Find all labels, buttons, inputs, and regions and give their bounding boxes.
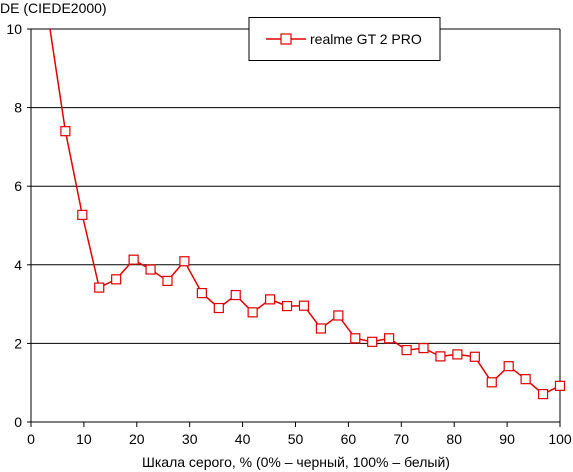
data-point [401, 344, 412, 356]
data-point [247, 307, 258, 318]
y-tick-label: 6 [14, 178, 22, 194]
data-point [367, 336, 378, 347]
x-tick-label: 80 [446, 431, 462, 447]
axes [27, 28, 561, 427]
data-point [333, 310, 344, 321]
data-point [77, 209, 88, 220]
series-markers [60, 126, 566, 400]
y-tick-label: 4 [14, 257, 22, 273]
data-point [213, 302, 224, 314]
series-realme-gt-2-pro [49, 28, 561, 395]
data-point [111, 274, 122, 285]
x-tick-label: 70 [394, 431, 410, 447]
data-point [520, 374, 531, 385]
x-tick-label: 0 [27, 431, 35, 447]
y-tick-labels: 0 2 4 6 8 10 [6, 21, 22, 430]
data-point [196, 287, 207, 299]
data-point [452, 349, 463, 360]
data-point [469, 351, 480, 362]
data-point [503, 361, 514, 372]
x-tick-label: 10 [76, 431, 92, 447]
data-point [350, 333, 361, 344]
series-line [49, 28, 561, 395]
y-tick-label: 2 [14, 335, 22, 351]
legend-marker-sample [280, 33, 292, 45]
x-axis-label: Шкала серого, % (0% – черный, 100% – бел… [142, 454, 450, 470]
x-tick-label: 30 [182, 431, 198, 447]
y-axis-label: DE (CIEDE2000) [0, 0, 107, 16]
legend-label: realme GT 2 PRO [310, 31, 422, 47]
data-point [281, 300, 293, 312]
data-point [179, 256, 190, 267]
x-tick-label: 90 [499, 431, 515, 447]
data-point [94, 282, 105, 293]
data-point [162, 275, 173, 287]
x-tick-labels: 0 10 20 30 40 50 60 70 80 90 100 [27, 431, 572, 447]
data-point [230, 289, 241, 301]
data-point [315, 323, 326, 334]
x-tick-label: 60 [341, 431, 357, 447]
legend: realme GT 2 PRO [248, 17, 441, 61]
y-tick-label: 10 [6, 21, 22, 37]
x-tick-label: 40 [235, 431, 251, 447]
grid [31, 28, 560, 344]
data-point [384, 333, 395, 344]
data-point [265, 294, 276, 305]
data-point [145, 264, 156, 275]
y-tick-label: 8 [14, 100, 22, 116]
data-point [537, 388, 549, 400]
data-point [298, 300, 310, 311]
data-point [128, 254, 139, 265]
data-point [418, 343, 429, 354]
data-point [60, 126, 71, 137]
x-tick-label: 100 [548, 431, 572, 447]
x-tick-label: 50 [288, 431, 304, 447]
data-point [554, 380, 566, 391]
x-tick-label: 20 [129, 431, 145, 447]
data-point [435, 351, 446, 362]
data-point [486, 377, 497, 388]
y-tick-label: 0 [14, 414, 22, 430]
